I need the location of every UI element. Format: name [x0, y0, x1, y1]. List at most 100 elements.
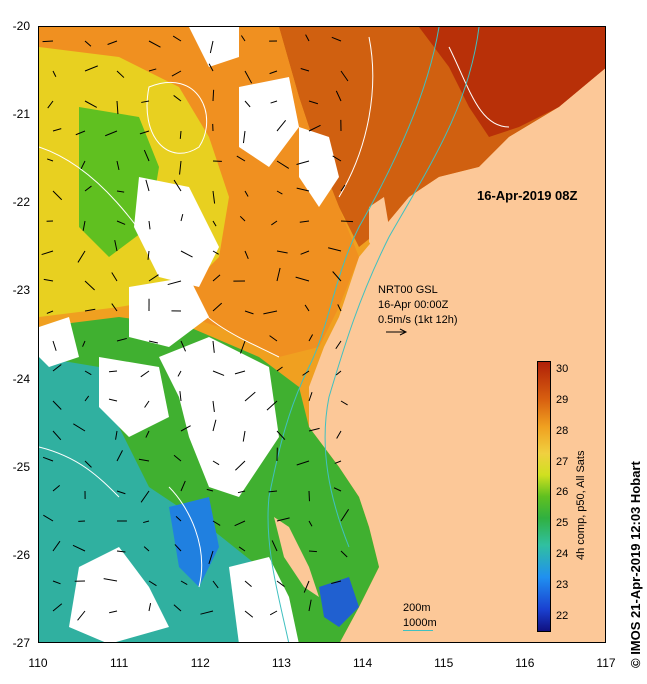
current-vector — [244, 580, 252, 587]
current-vector — [105, 130, 118, 137]
current-vector — [84, 460, 92, 468]
current-vector — [180, 580, 188, 585]
lon-tick-label: 112 — [190, 656, 210, 670]
vector-date-label: 16-Apr 00:00Z — [378, 299, 449, 311]
current-vector — [41, 250, 54, 256]
current-vector — [234, 370, 246, 375]
depth-contours — [267, 27, 480, 642]
current-vector — [331, 36, 342, 42]
current-vector — [340, 550, 348, 558]
current-vector — [235, 460, 246, 471]
current-vector — [212, 250, 219, 255]
current-vector — [237, 490, 246, 494]
cold-region-2 — [319, 577, 359, 627]
current-vector — [331, 580, 342, 584]
current-vector — [116, 490, 126, 495]
current-vector — [180, 425, 191, 432]
lat-tick-label: -27 — [12, 636, 30, 650]
current-vector — [52, 70, 57, 77]
current-vector — [340, 400, 348, 406]
current-vector — [148, 580, 157, 587]
current-vector — [234, 520, 246, 527]
current-vector — [244, 250, 249, 259]
current-vector — [143, 546, 150, 552]
current-vector — [239, 215, 246, 222]
current-vector — [244, 310, 254, 315]
current-vector — [304, 304, 310, 312]
current-vector — [208, 550, 214, 565]
current-vector — [212, 580, 219, 589]
colorbar-tick-label: 23 — [556, 578, 569, 591]
current-vector — [269, 70, 278, 75]
current-vector — [180, 340, 187, 352]
current-vector — [52, 340, 57, 351]
current-vector — [72, 544, 86, 552]
sst-contours — [39, 36, 510, 588]
current-vector — [52, 364, 62, 372]
current-vector — [46, 310, 54, 314]
current-vector — [300, 68, 310, 72]
current-vector — [332, 271, 342, 282]
current-vector — [200, 610, 214, 615]
current-vector — [276, 160, 290, 169]
current-vector — [276, 267, 281, 282]
current-vector — [172, 35, 182, 42]
lat-tick-label: -20 — [12, 19, 30, 33]
current-vector — [116, 450, 123, 462]
current-vector — [173, 454, 182, 462]
current-vector — [276, 517, 290, 522]
current-vector — [244, 100, 251, 108]
current-vector — [84, 280, 95, 291]
current-vector — [80, 160, 86, 170]
date-label: 16-Apr-2019 08Z — [477, 188, 578, 203]
lon-tick-label: 111 — [110, 656, 129, 670]
current-vector — [212, 520, 221, 526]
current-vector — [84, 65, 98, 72]
current-vector — [42, 456, 54, 462]
current-vector — [240, 340, 246, 354]
current-vector — [109, 610, 118, 614]
current-vector — [82, 340, 86, 347]
current-vector — [244, 70, 253, 84]
current-vector — [276, 580, 285, 587]
current-vector — [305, 34, 310, 42]
vector-scale-arrow — [386, 328, 408, 336]
current-vector — [84, 40, 92, 47]
current-vector — [296, 160, 310, 166]
colorbar-tick-label: 30 — [556, 363, 569, 376]
current-vector — [77, 610, 86, 621]
current-vector — [308, 427, 320, 432]
current-vector — [238, 546, 246, 552]
current-vector — [108, 398, 118, 402]
current-vector — [206, 488, 214, 492]
current-vector — [209, 40, 214, 54]
lat-tick-label: -24 — [12, 371, 30, 386]
current-vector — [84, 185, 92, 192]
vector-scale-label: 0.5m/s (1kt 12h) — [378, 314, 458, 326]
current-vector — [180, 214, 184, 222]
current-vector — [116, 337, 127, 342]
current-vector — [244, 190, 249, 197]
sst-field — [39, 27, 605, 642]
current-vector — [212, 302, 223, 312]
current-vector — [139, 130, 150, 135]
current-vector — [77, 250, 86, 263]
current-vector — [52, 484, 61, 492]
current-vector — [171, 70, 182, 77]
current-vector — [268, 490, 278, 493]
peninsula — [369, 197, 389, 257]
current-vector — [116, 190, 125, 193]
current-vector — [75, 130, 86, 136]
colorbar-tick-label: 27 — [556, 455, 569, 468]
current-vector — [116, 220, 126, 225]
current-vector — [148, 68, 157, 72]
colorbar-tick-label: 25 — [556, 517, 569, 530]
current-vector — [335, 370, 342, 376]
current-vector — [140, 370, 150, 378]
colorbar-tick-label: 22 — [556, 609, 569, 622]
current-vector — [52, 128, 62, 132]
current-vector — [240, 35, 246, 42]
current-vector — [82, 220, 86, 231]
lat-tick-label: -26 — [12, 547, 30, 562]
current-vector — [52, 580, 61, 585]
